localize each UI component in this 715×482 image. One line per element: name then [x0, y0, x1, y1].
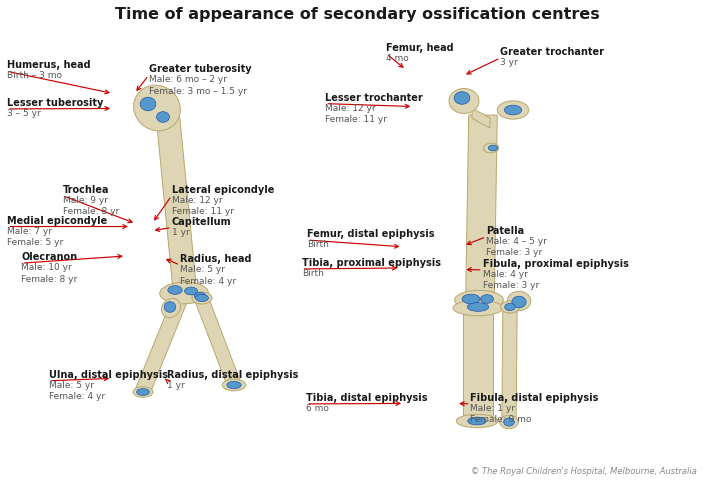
Polygon shape: [472, 108, 490, 128]
Text: Femur, head: Femur, head: [386, 42, 454, 53]
Ellipse shape: [184, 287, 197, 295]
Text: Greater trochanter: Greater trochanter: [500, 47, 604, 57]
Ellipse shape: [192, 292, 212, 304]
Ellipse shape: [133, 387, 153, 397]
Ellipse shape: [162, 298, 180, 318]
Ellipse shape: [462, 294, 480, 304]
Text: 1 yr: 1 yr: [167, 381, 185, 390]
Text: Fibula, proximal epiphysis: Fibula, proximal epiphysis: [483, 259, 628, 269]
Ellipse shape: [500, 301, 519, 313]
Text: 4 mo: 4 mo: [386, 54, 409, 63]
Text: 3 yr: 3 yr: [500, 58, 518, 67]
Text: Lesser tuberosity: Lesser tuberosity: [7, 98, 104, 108]
Text: 6 mo: 6 mo: [306, 404, 329, 413]
Ellipse shape: [227, 381, 241, 388]
Polygon shape: [502, 307, 517, 421]
Ellipse shape: [483, 143, 499, 153]
Text: Male: 1 yr
Female: 9 mo: Male: 1 yr Female: 9 mo: [470, 404, 532, 424]
Ellipse shape: [455, 290, 503, 309]
Text: Lateral epicondyle: Lateral epicondyle: [172, 185, 274, 195]
Text: Olecranon: Olecranon: [21, 252, 77, 262]
Text: Male: 9 yr
Female: 8 yr: Male: 9 yr Female: 8 yr: [63, 196, 119, 216]
Text: Lesser trochanter: Lesser trochanter: [325, 93, 423, 103]
Text: Medial epicondyle: Medial epicondyle: [7, 215, 107, 226]
Text: 3 – 5 yr: 3 – 5 yr: [7, 109, 41, 118]
Text: © The Royal Children's Hospital, Melbourne, Australia: © The Royal Children's Hospital, Melbour…: [471, 467, 697, 476]
Text: Male: 12 yr
Female: 11 yr: Male: 12 yr Female: 11 yr: [325, 104, 388, 124]
Text: 1 yr: 1 yr: [172, 228, 189, 237]
Ellipse shape: [196, 295, 209, 302]
Ellipse shape: [488, 145, 498, 151]
Ellipse shape: [512, 296, 526, 308]
Ellipse shape: [449, 89, 479, 114]
Ellipse shape: [500, 415, 518, 429]
Text: Radius, head: Radius, head: [180, 254, 252, 264]
Text: Fibula, distal epiphysis: Fibula, distal epiphysis: [470, 393, 599, 403]
Ellipse shape: [140, 97, 156, 111]
Text: Male: 5 yr
Female: 4 yr: Male: 5 yr Female: 4 yr: [49, 381, 104, 401]
Ellipse shape: [194, 293, 206, 300]
Polygon shape: [157, 118, 197, 293]
Text: Male: 6 mo – 2 yr
Female: 3 mo – 1.5 yr: Male: 6 mo – 2 yr Female: 3 mo – 1.5 yr: [149, 75, 247, 95]
Text: Ulna, distal epiphysis: Ulna, distal epiphysis: [49, 370, 167, 380]
Ellipse shape: [159, 282, 208, 304]
Polygon shape: [134, 301, 187, 394]
Text: Time of appearance of secondary ossification centres: Time of appearance of secondary ossifica…: [115, 7, 600, 22]
Text: Male: 12 yr
Female: 11 yr: Male: 12 yr Female: 11 yr: [172, 196, 234, 216]
Text: Greater tuberosity: Greater tuberosity: [149, 64, 252, 74]
Ellipse shape: [168, 286, 182, 295]
Polygon shape: [195, 299, 241, 385]
Text: Birth: Birth: [307, 240, 330, 249]
Text: Male: 5 yr
Female: 4 yr: Male: 5 yr Female: 4 yr: [180, 265, 236, 285]
Ellipse shape: [157, 112, 169, 122]
Text: Male: 7 yr
Female: 5 yr: Male: 7 yr Female: 5 yr: [7, 227, 64, 247]
Text: Radius, distal epiphysis: Radius, distal epiphysis: [167, 370, 299, 380]
Text: Birth: Birth: [302, 269, 324, 278]
Ellipse shape: [497, 101, 528, 119]
Text: Male: 4 – 5 yr
Female: 3 yr: Male: 4 – 5 yr Female: 3 yr: [486, 237, 547, 257]
Text: Femur, distal epiphysis: Femur, distal epiphysis: [307, 229, 435, 239]
Ellipse shape: [468, 417, 486, 425]
Polygon shape: [463, 310, 493, 421]
Ellipse shape: [503, 418, 514, 426]
Ellipse shape: [134, 85, 180, 131]
Text: Male: 10 yr
Female: 8 yr: Male: 10 yr Female: 8 yr: [21, 263, 78, 283]
Ellipse shape: [454, 92, 470, 104]
Text: Capitellum: Capitellum: [172, 216, 231, 227]
Text: Birth – 3 mo: Birth – 3 mo: [7, 71, 62, 80]
Text: Male: 4 yr
Female: 3 yr: Male: 4 yr Female: 3 yr: [483, 270, 539, 290]
Polygon shape: [465, 115, 498, 298]
Text: Humerus, head: Humerus, head: [7, 60, 91, 70]
Ellipse shape: [480, 295, 493, 303]
Ellipse shape: [453, 300, 503, 316]
Ellipse shape: [505, 303, 516, 310]
Ellipse shape: [507, 291, 531, 310]
Ellipse shape: [504, 105, 521, 115]
Ellipse shape: [468, 303, 489, 311]
Ellipse shape: [222, 379, 246, 391]
Ellipse shape: [456, 414, 498, 428]
Ellipse shape: [137, 388, 149, 395]
Ellipse shape: [164, 302, 176, 312]
Text: Trochlea: Trochlea: [63, 185, 109, 195]
Text: Tibia, distal epiphysis: Tibia, distal epiphysis: [306, 393, 428, 403]
Text: Tibia, proximal epiphysis: Tibia, proximal epiphysis: [302, 258, 440, 268]
Text: Patella: Patella: [486, 226, 524, 236]
